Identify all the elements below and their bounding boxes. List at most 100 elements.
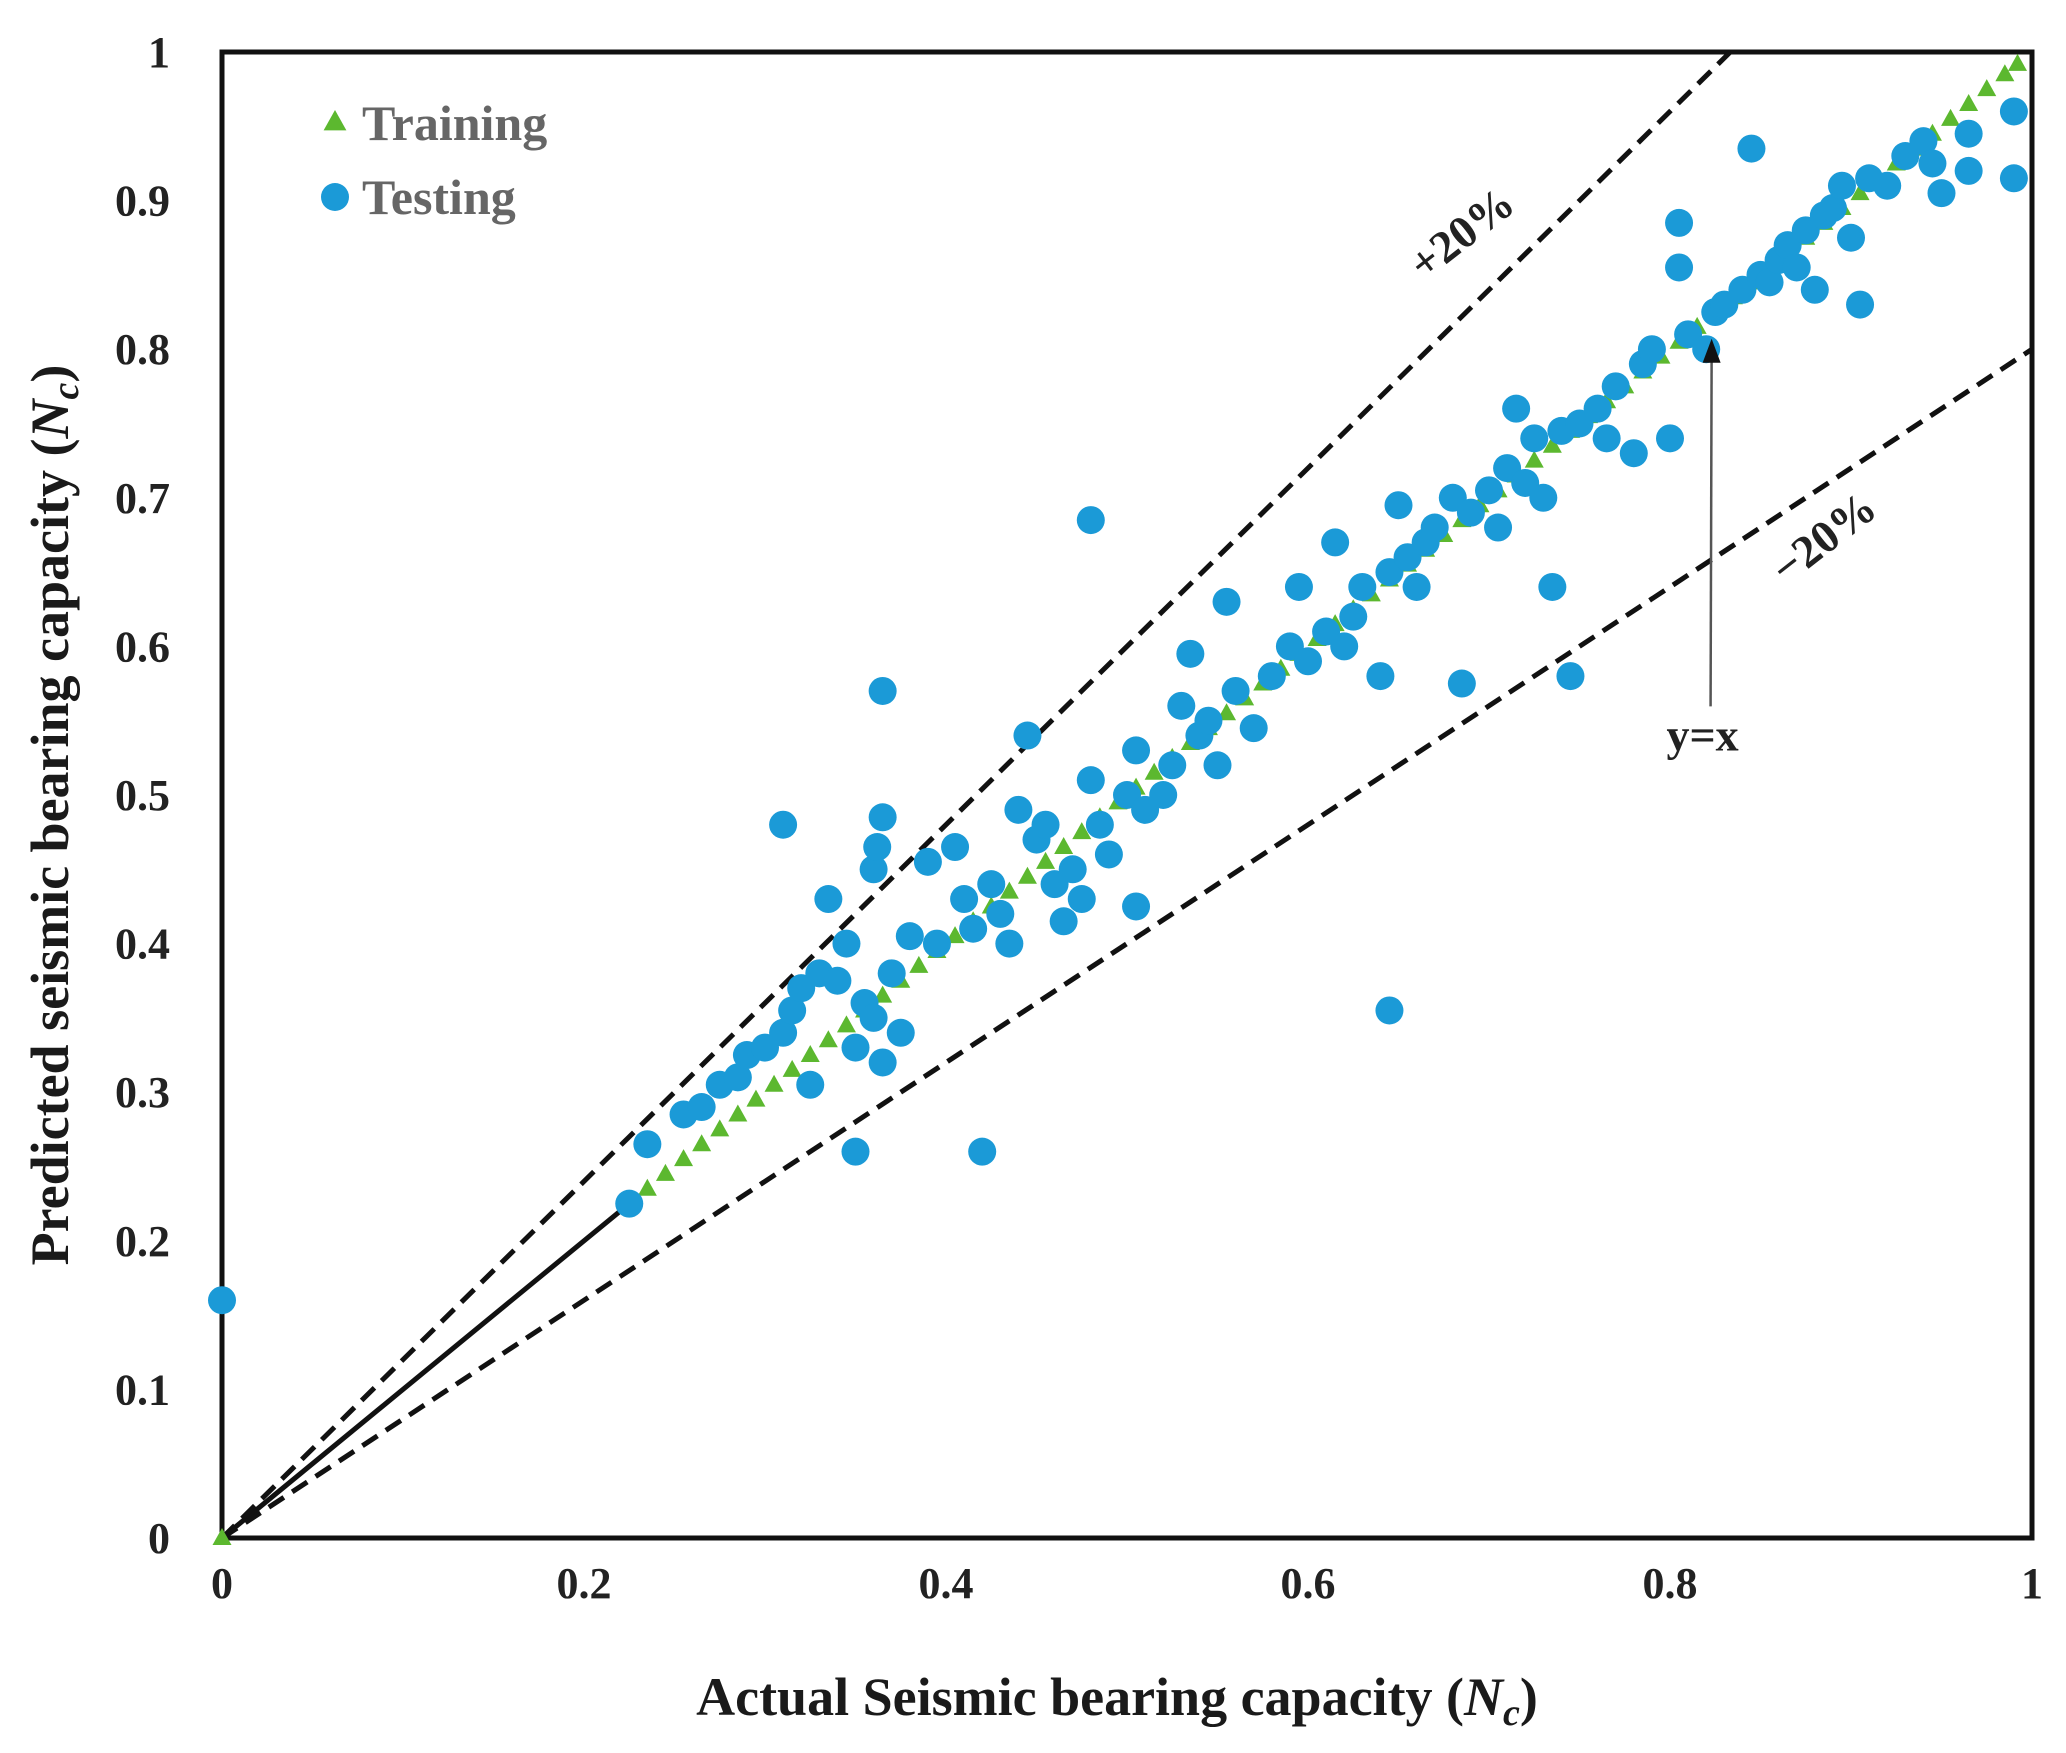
testing-point: [832, 929, 861, 958]
testing-point: [959, 914, 988, 943]
testing-point: [1203, 751, 1232, 780]
training-point: [945, 926, 965, 944]
testing-point: [778, 996, 807, 1025]
testing-point: [1954, 119, 1983, 148]
testing-point: [1402, 572, 1431, 601]
training-point: [1850, 183, 1870, 201]
testing-point: [1122, 892, 1151, 921]
testing-point: [1348, 572, 1377, 601]
legend-training-marker: [323, 110, 347, 131]
testing-point: [1384, 491, 1413, 520]
testing-point: [1375, 996, 1404, 1025]
testing-point: [859, 1003, 888, 1032]
testing-point: [1167, 691, 1196, 720]
testing-point: [1085, 810, 1114, 839]
training-point: [692, 1134, 712, 1152]
testing-point: [633, 1130, 662, 1159]
testing-point: [986, 899, 1015, 928]
testing-point: [868, 676, 897, 705]
testing-point: [1149, 781, 1178, 809]
testing-point: [1221, 676, 1250, 705]
training-point: [212, 1528, 232, 1545]
x-tick-label: 0.4: [919, 1559, 974, 1608]
y-tick-label: 0.4: [115, 920, 170, 969]
testing-point: [968, 1137, 997, 1166]
testing-point: [995, 929, 1024, 958]
testing-point: [1873, 171, 1902, 200]
x-axis-label-end: ): [1520, 1667, 1538, 1727]
y-axis-label-text: Predicted seismic bearing capacity (: [20, 439, 80, 1266]
plot-frame: [219, 49, 2035, 1541]
training-point: [1959, 94, 1979, 112]
testing-point: [208, 1286, 236, 1315]
testing-point: [1257, 662, 1286, 691]
testing-point: [1827, 171, 1856, 200]
training-point: [1977, 79, 1997, 97]
testing-point: [1194, 706, 1223, 735]
x-axis-label-var: N: [1463, 1667, 1505, 1727]
testing-point: [1294, 647, 1322, 676]
testing-point: [1484, 513, 1513, 542]
training-point: [782, 1059, 802, 1077]
testing-point: [1999, 164, 2028, 193]
training-point: [1144, 762, 1164, 780]
testing-point: [1837, 223, 1865, 252]
training-point: [710, 1119, 730, 1137]
training-point: [764, 1074, 784, 1092]
y-tick-label: 0.1: [115, 1365, 170, 1414]
testing-point: [769, 810, 798, 839]
testing-point: [1954, 156, 1983, 185]
testing-point: [886, 1018, 915, 1047]
y-tick-label: 0.2: [115, 1217, 170, 1266]
testing-point: [1520, 424, 1549, 453]
y-tick-label: 0.3: [115, 1068, 170, 1117]
annotations: +20%−20%y=x: [1399, 176, 1886, 760]
reference-line-20: [220, 50, 1733, 1540]
legend-testing-label: Testing: [362, 169, 516, 225]
testing-point: [859, 855, 888, 884]
testing-point: [1067, 885, 1096, 914]
testing-point: [1122, 736, 1151, 765]
training-point: [1054, 837, 1074, 855]
testing-point: [1665, 208, 1694, 237]
testing-point: [1755, 268, 1784, 297]
testing-point: [1999, 97, 2028, 126]
training-point: [655, 1163, 675, 1181]
testing-point: [1601, 372, 1630, 401]
testing-point: [1158, 751, 1187, 780]
y-tick-label: 0.9: [115, 177, 170, 226]
training-point: [999, 881, 1019, 899]
testing-point: [1818, 194, 1847, 223]
y-axis-label-sub: c: [45, 383, 87, 400]
testing-point: [977, 870, 1006, 899]
training-point: [818, 1030, 838, 1048]
testing-point: [1031, 810, 1060, 839]
annotation-arrow-line: [1709, 356, 1713, 707]
training-point: [800, 1045, 820, 1063]
testing-point: [1529, 483, 1558, 512]
testing-point: [1592, 424, 1621, 453]
training-point: [674, 1149, 694, 1167]
plot-area: +20%−20%y=x: [208, 49, 2035, 1545]
testing-point: [796, 1070, 825, 1099]
testing-point: [1475, 476, 1503, 505]
reference-lines: [220, 50, 2034, 1541]
testing-point: [1239, 714, 1268, 743]
x-axis-label-text: Actual Seismic bearing capacity (: [696, 1667, 1464, 1727]
testing-point: [1846, 290, 1875, 319]
testing-point: [1212, 587, 1241, 616]
training-point: [1542, 435, 1562, 453]
testing-point: [1927, 179, 1956, 208]
testing-point: [1800, 275, 1829, 304]
training-point: [909, 955, 929, 973]
y-tick-label: 0.6: [115, 622, 170, 671]
training-point: [2008, 53, 2028, 71]
training-point: [746, 1089, 766, 1107]
testing-point: [1456, 498, 1485, 527]
testing-point: [1665, 253, 1694, 282]
testing-point: [863, 833, 892, 862]
legend: Training Testing: [321, 95, 547, 225]
testing-point: [922, 929, 951, 958]
x-tick-label: 0.6: [1281, 1559, 1336, 1608]
